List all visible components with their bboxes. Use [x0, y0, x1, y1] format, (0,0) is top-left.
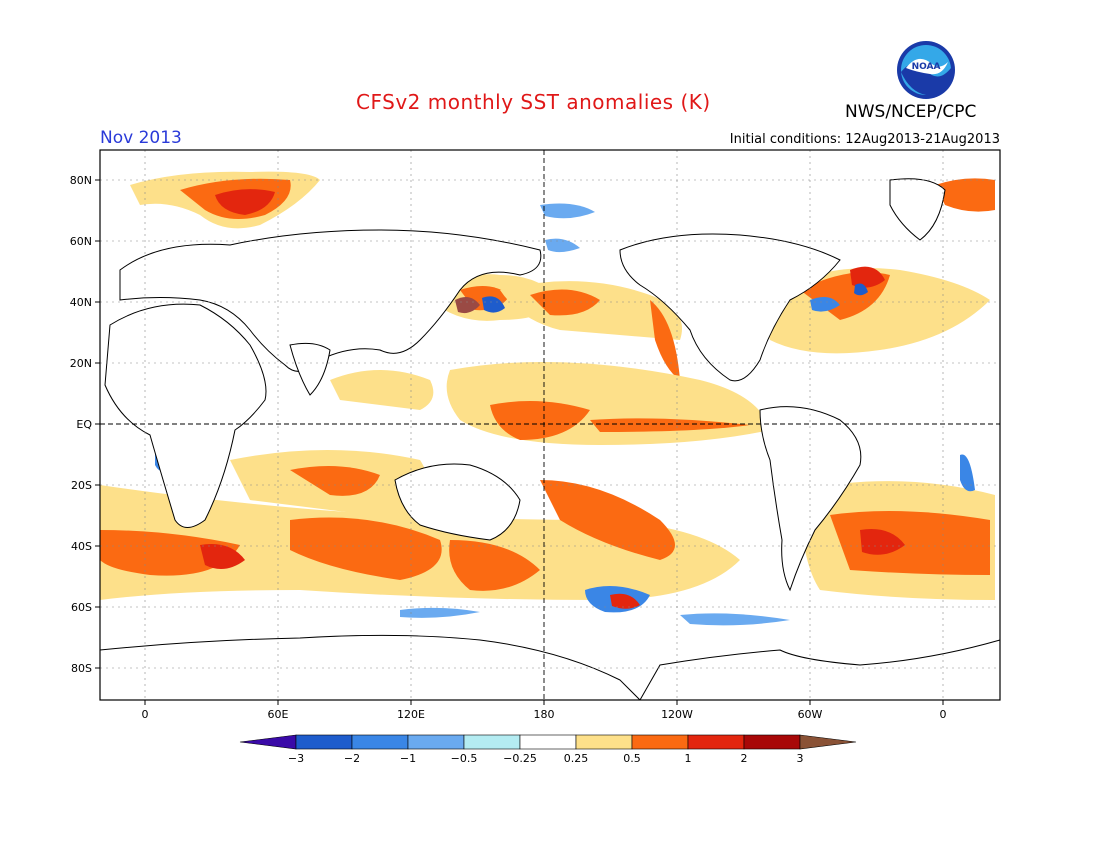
colorbar-tick-label: 0.5 — [623, 752, 641, 765]
colorbar-tick-label: −2 — [344, 752, 360, 765]
eurasia-outline — [119, 229, 542, 372]
lat-label: 40N — [70, 296, 92, 309]
colorbar-tick-label: 3 — [797, 752, 804, 765]
colorbar-arrow-low — [239, 734, 297, 750]
gridlines — [100, 150, 1000, 700]
colorbar-segment — [519, 734, 577, 750]
chart-title: CFSv2 monthly SST anomalies (K) — [356, 90, 711, 114]
lat-label: 40S — [71, 540, 92, 553]
noaa-logo: NOAA — [897, 41, 955, 99]
colorbar-segment — [575, 734, 633, 750]
lon-label: 60W — [798, 708, 823, 721]
colorbar-segment — [351, 734, 409, 750]
india-outline — [289, 342, 331, 396]
colorbar: −3 −2 −1 −0.5 −0.25 0.25 0.5 1 2 3 — [239, 734, 857, 765]
colorbar-arrow-high — [799, 734, 857, 750]
lat-label: 60S — [71, 601, 92, 614]
noaa-logo-text: NOAA — [912, 62, 941, 72]
colorbar-tick-label: 1 — [685, 752, 692, 765]
colorbar-tick-label: −3 — [288, 752, 304, 765]
colorbar-segment — [463, 734, 521, 750]
south-america-outline — [759, 406, 862, 592]
colorbar-tick-label: 0.25 — [564, 752, 589, 765]
tick-marks — [95, 179, 944, 705]
lat-label: 80N — [70, 174, 92, 187]
lat-label: 60N — [70, 235, 92, 248]
agency-label: NWS/NCEP/CPC — [845, 102, 977, 122]
longitude-labels: 0 60E 120E 180 120W 60W 0 — [142, 708, 947, 721]
lon-label: 60E — [268, 708, 289, 721]
colorbar-segment — [743, 734, 801, 750]
colorbar-segment — [407, 734, 465, 750]
lon-label: 0 — [940, 708, 947, 721]
anomaly-patches — [100, 171, 995, 626]
lat-label: 20S — [71, 479, 92, 492]
australia-outline — [394, 463, 521, 541]
colorbar-segment — [631, 734, 689, 750]
colorbar-tick-label: −1 — [400, 752, 416, 765]
greenland-outline — [889, 178, 946, 241]
reference-lines — [100, 150, 1000, 700]
lat-label: EQ — [76, 418, 92, 431]
lon-label: 120E — [397, 708, 425, 721]
lon-label: 120W — [661, 708, 693, 721]
lat-label: 80S — [71, 662, 92, 675]
initial-conditions: Initial conditions: 12Aug2013-21Aug2013 — [729, 132, 1000, 147]
lat-label: 20N — [70, 357, 92, 370]
lon-label: 180 — [534, 708, 555, 721]
colorbar-tick-label: 2 — [741, 752, 748, 765]
forecast-month: Nov 2013 — [100, 128, 182, 148]
colorbar-tick-label: −0.5 — [451, 752, 478, 765]
map-frame — [99, 149, 1001, 701]
colorbar-tick-label: −0.25 — [503, 752, 537, 765]
north-america-outline — [619, 233, 841, 382]
lon-label: 0 — [142, 708, 149, 721]
latitude-labels: 80N 60N 40N 20N EQ 20S 40S 60S 80S — [70, 174, 93, 675]
colorbar-segment — [295, 734, 353, 750]
colorbar-segment — [687, 734, 745, 750]
